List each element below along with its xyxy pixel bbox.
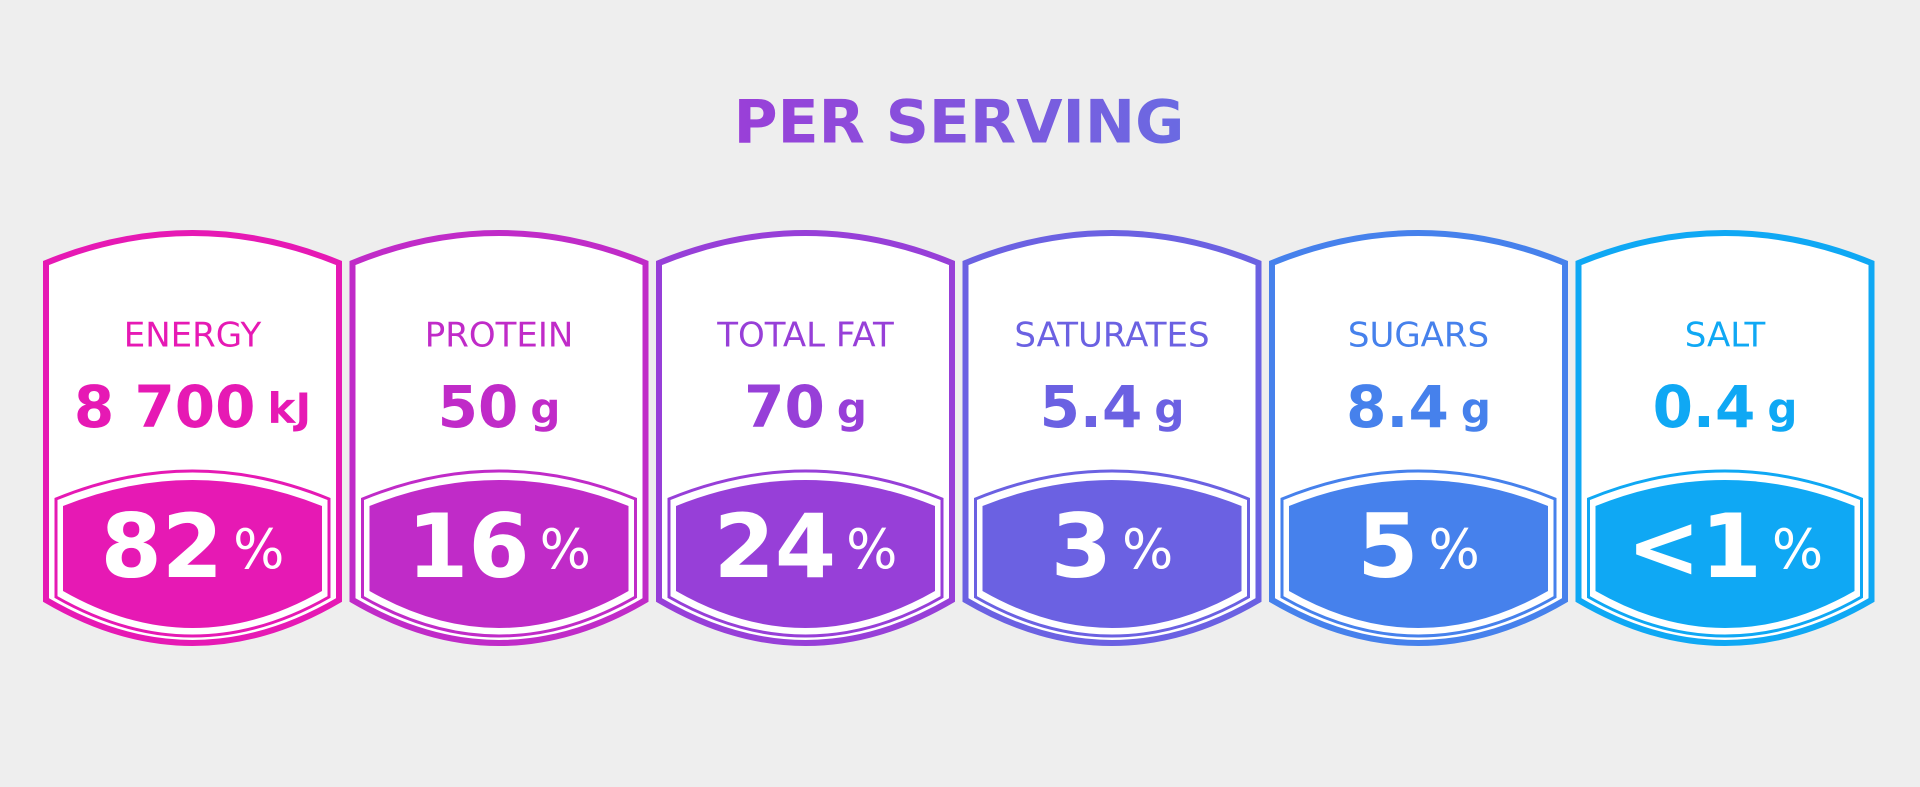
- percent-unit: %: [540, 518, 591, 581]
- amount-value: 50: [438, 373, 519, 441]
- nutrient-label: TOTAL FAT: [716, 316, 894, 356]
- nutrient-card: SATURATES 5.4 g 3%: [962, 230, 1262, 646]
- percent: 3%: [1051, 495, 1174, 598]
- percent-value: 5: [1357, 495, 1418, 598]
- amount: 70 g: [744, 373, 867, 441]
- percent-value: <1: [1627, 495, 1762, 598]
- percent-unit: %: [1772, 518, 1823, 581]
- nutrient-card: SALT 0.4 g <1%: [1575, 230, 1875, 646]
- amount: 0.4 g: [1653, 373, 1798, 441]
- percent: 82%: [101, 495, 285, 598]
- nutrient-card: SUGARS 8.4 g 5%: [1269, 230, 1568, 646]
- amount-unit: kJ: [268, 384, 312, 433]
- percent-value: 82: [101, 495, 223, 598]
- amount: 5.4 g: [1040, 373, 1185, 441]
- panel-outline: [667, 469, 944, 638]
- nutrient-card: PROTEIN 50 g 16%: [349, 230, 649, 646]
- amount-value: 70: [744, 373, 825, 441]
- amount-unit: g: [1767, 384, 1797, 433]
- nutrient-label: SALT: [1685, 316, 1766, 356]
- amount: 8 700 kJ: [74, 373, 311, 441]
- panel-outline: [1587, 469, 1863, 638]
- percent-panel: [676, 480, 935, 628]
- amount: 50 g: [438, 373, 561, 441]
- percent: 16%: [407, 495, 591, 598]
- nutrient-label: SUGARS: [1348, 316, 1489, 356]
- percent-value: 24: [714, 495, 836, 598]
- panel-outline: [361, 469, 637, 638]
- percent-panel: [369, 480, 629, 628]
- percent: 5%: [1357, 495, 1480, 598]
- amount-unit: g: [1461, 384, 1491, 433]
- percent-value: 3: [1051, 495, 1112, 598]
- panel-outline: [54, 469, 331, 638]
- percent-unit: %: [1122, 518, 1173, 581]
- amount-value: 8.4: [1346, 373, 1449, 441]
- percent: <1%: [1627, 495, 1823, 598]
- percent: 24%: [714, 495, 898, 598]
- panel-outline: [1280, 469, 1557, 638]
- panel-outline: [974, 469, 1250, 638]
- amount-value: 0.4: [1653, 373, 1756, 441]
- amount-unit: g: [530, 384, 560, 433]
- nutrient-label: PROTEIN: [425, 316, 574, 356]
- percent-unit: %: [233, 518, 284, 581]
- percent-value: 16: [407, 495, 529, 598]
- amount: 8.4 g: [1346, 373, 1491, 441]
- amount-value: 8 700: [74, 373, 256, 441]
- percent-panel: [1289, 480, 1548, 628]
- nutrient-label: ENERGY: [124, 316, 262, 356]
- nutrient-card: TOTAL FAT 70 g 24%: [656, 230, 955, 646]
- percent-panel: [63, 480, 322, 628]
- percent-unit: %: [1428, 518, 1479, 581]
- percent-unit: %: [846, 518, 897, 581]
- percent-panel: [1595, 480, 1855, 628]
- title: PER SERVING: [734, 88, 1185, 158]
- amount-unit: g: [1154, 384, 1184, 433]
- percent-panel: [982, 480, 1242, 628]
- amount-unit: g: [837, 384, 867, 433]
- amount-value: 5.4: [1040, 373, 1143, 441]
- nutrient-card: ENERGY 8 700 kJ 82%: [43, 230, 342, 646]
- nutrient-label: SATURATES: [1014, 316, 1209, 356]
